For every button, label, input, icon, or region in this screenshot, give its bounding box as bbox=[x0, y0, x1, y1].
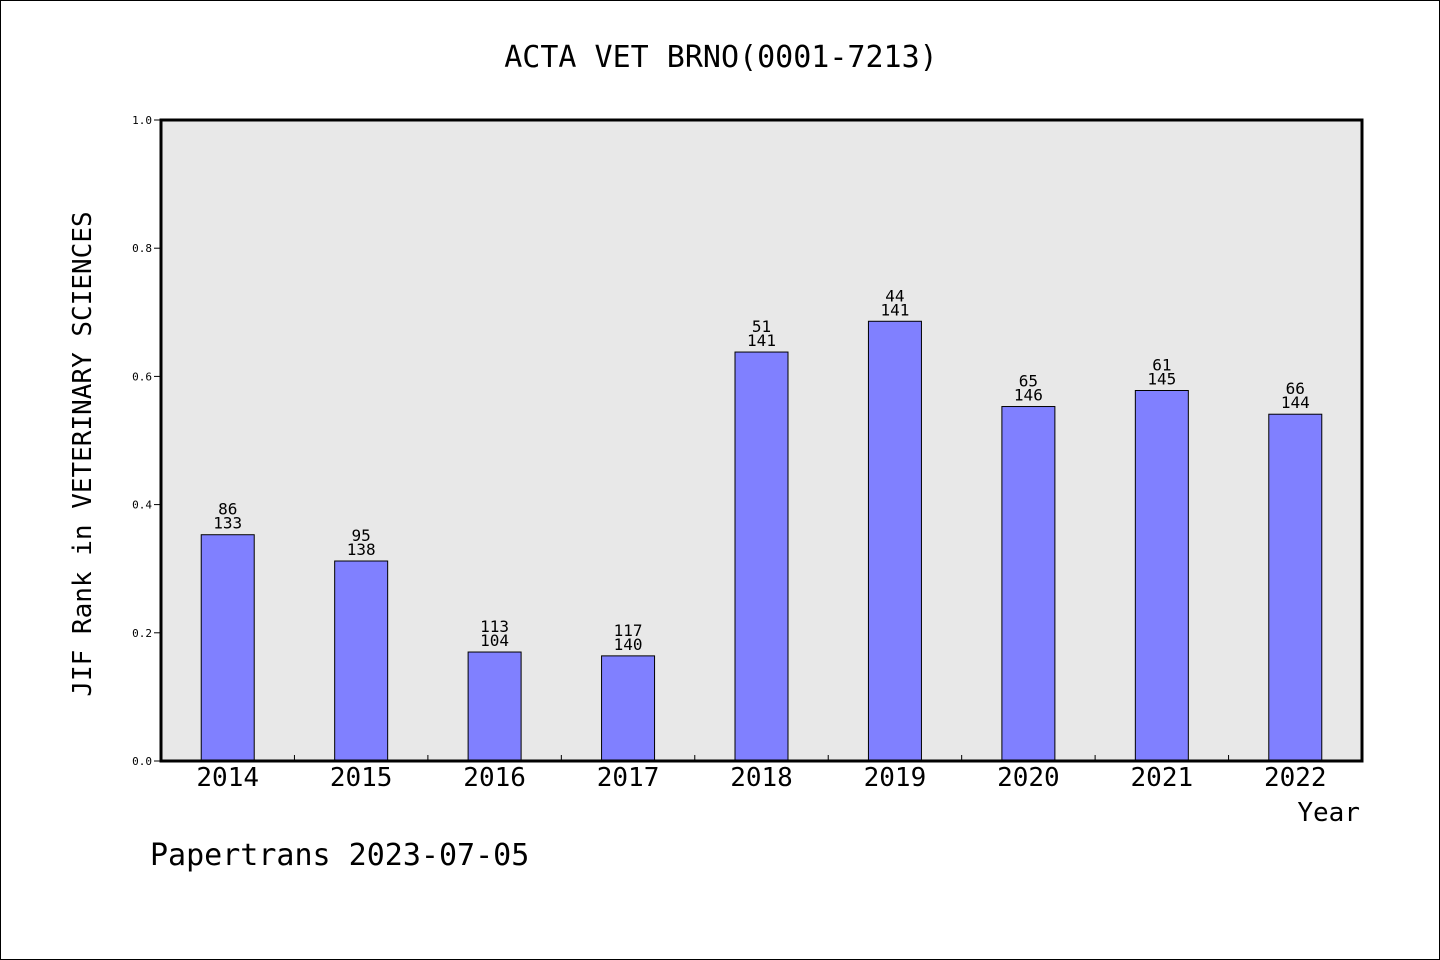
bars-group bbox=[200, 320, 1323, 762]
x-tick-label: 2014 bbox=[196, 763, 259, 793]
x-tick-label: 2017 bbox=[597, 763, 660, 793]
data-label-total: 140 bbox=[614, 635, 643, 654]
data-label-rank: 51 bbox=[752, 317, 771, 336]
bar-2018 bbox=[734, 351, 789, 762]
data-label-rank: 95 bbox=[352, 526, 371, 545]
data-label-total: 145 bbox=[1147, 370, 1176, 389]
y-axis-label: JIF Rank in VETERINARY SCIENCES bbox=[68, 211, 98, 696]
source-footnote: Papertrans 2023-07-05 bbox=[150, 838, 529, 873]
bar-2015 bbox=[334, 560, 389, 762]
x-axis-label: Year bbox=[1297, 798, 1360, 828]
data-label-rank: 66 bbox=[1286, 379, 1305, 398]
data-label-total: 144 bbox=[1281, 393, 1310, 412]
x-tick-label: 2016 bbox=[463, 763, 526, 793]
y-tick-label: 0.2 bbox=[132, 627, 152, 640]
data-label-rank: 44 bbox=[885, 286, 904, 305]
data-label-rank: 61 bbox=[1152, 356, 1171, 375]
x-tick-label: 2021 bbox=[1131, 763, 1194, 793]
y-axis: 0.0 0.2 0.4 0.6 0.8 1.0 bbox=[132, 114, 161, 768]
x-axis: 2014 2015 2016 2017 2018 2019 2020 2021 2022 bbox=[196, 755, 1327, 793]
data-labels-group: 8613395138113104117140511414414165146611… bbox=[213, 286, 1309, 654]
chart-title: ACTA VET BRNO(0001-7213) bbox=[504, 40, 937, 75]
x-tick-label: 2019 bbox=[864, 763, 927, 793]
bar-2022 bbox=[1268, 413, 1323, 762]
data-label-total: 141 bbox=[880, 300, 909, 319]
data-label-total: 141 bbox=[747, 331, 776, 350]
x-tick-label: 2020 bbox=[997, 763, 1060, 793]
y-tick-label: 0.0 bbox=[132, 755, 152, 768]
bar-2019 bbox=[867, 320, 922, 762]
data-label-total: 133 bbox=[213, 514, 242, 533]
bar-2020 bbox=[1001, 406, 1056, 762]
data-label-rank: 86 bbox=[218, 500, 237, 519]
y-tick-label: 1.0 bbox=[132, 114, 152, 127]
data-label-rank: 113 bbox=[480, 617, 509, 636]
y-tick-label: 0.4 bbox=[132, 499, 152, 512]
y-tick-label: 0.6 bbox=[132, 370, 152, 383]
bar-2021 bbox=[1134, 390, 1189, 762]
bar-2016 bbox=[467, 651, 522, 762]
bar-2014 bbox=[200, 534, 255, 762]
data-label-total: 146 bbox=[1014, 386, 1043, 405]
data-label-rank: 117 bbox=[614, 621, 643, 640]
data-label-total: 104 bbox=[480, 631, 509, 650]
data-label-rank: 65 bbox=[1019, 372, 1038, 391]
y-tick-label: 0.8 bbox=[132, 242, 152, 255]
x-tick-label: 2015 bbox=[330, 763, 393, 793]
bar-2017 bbox=[601, 655, 656, 762]
data-label-total: 138 bbox=[347, 540, 376, 559]
plot-frame bbox=[159, 118, 1364, 763]
x-tick-label: 2022 bbox=[1264, 763, 1327, 793]
x-tick-label: 2018 bbox=[730, 763, 793, 793]
